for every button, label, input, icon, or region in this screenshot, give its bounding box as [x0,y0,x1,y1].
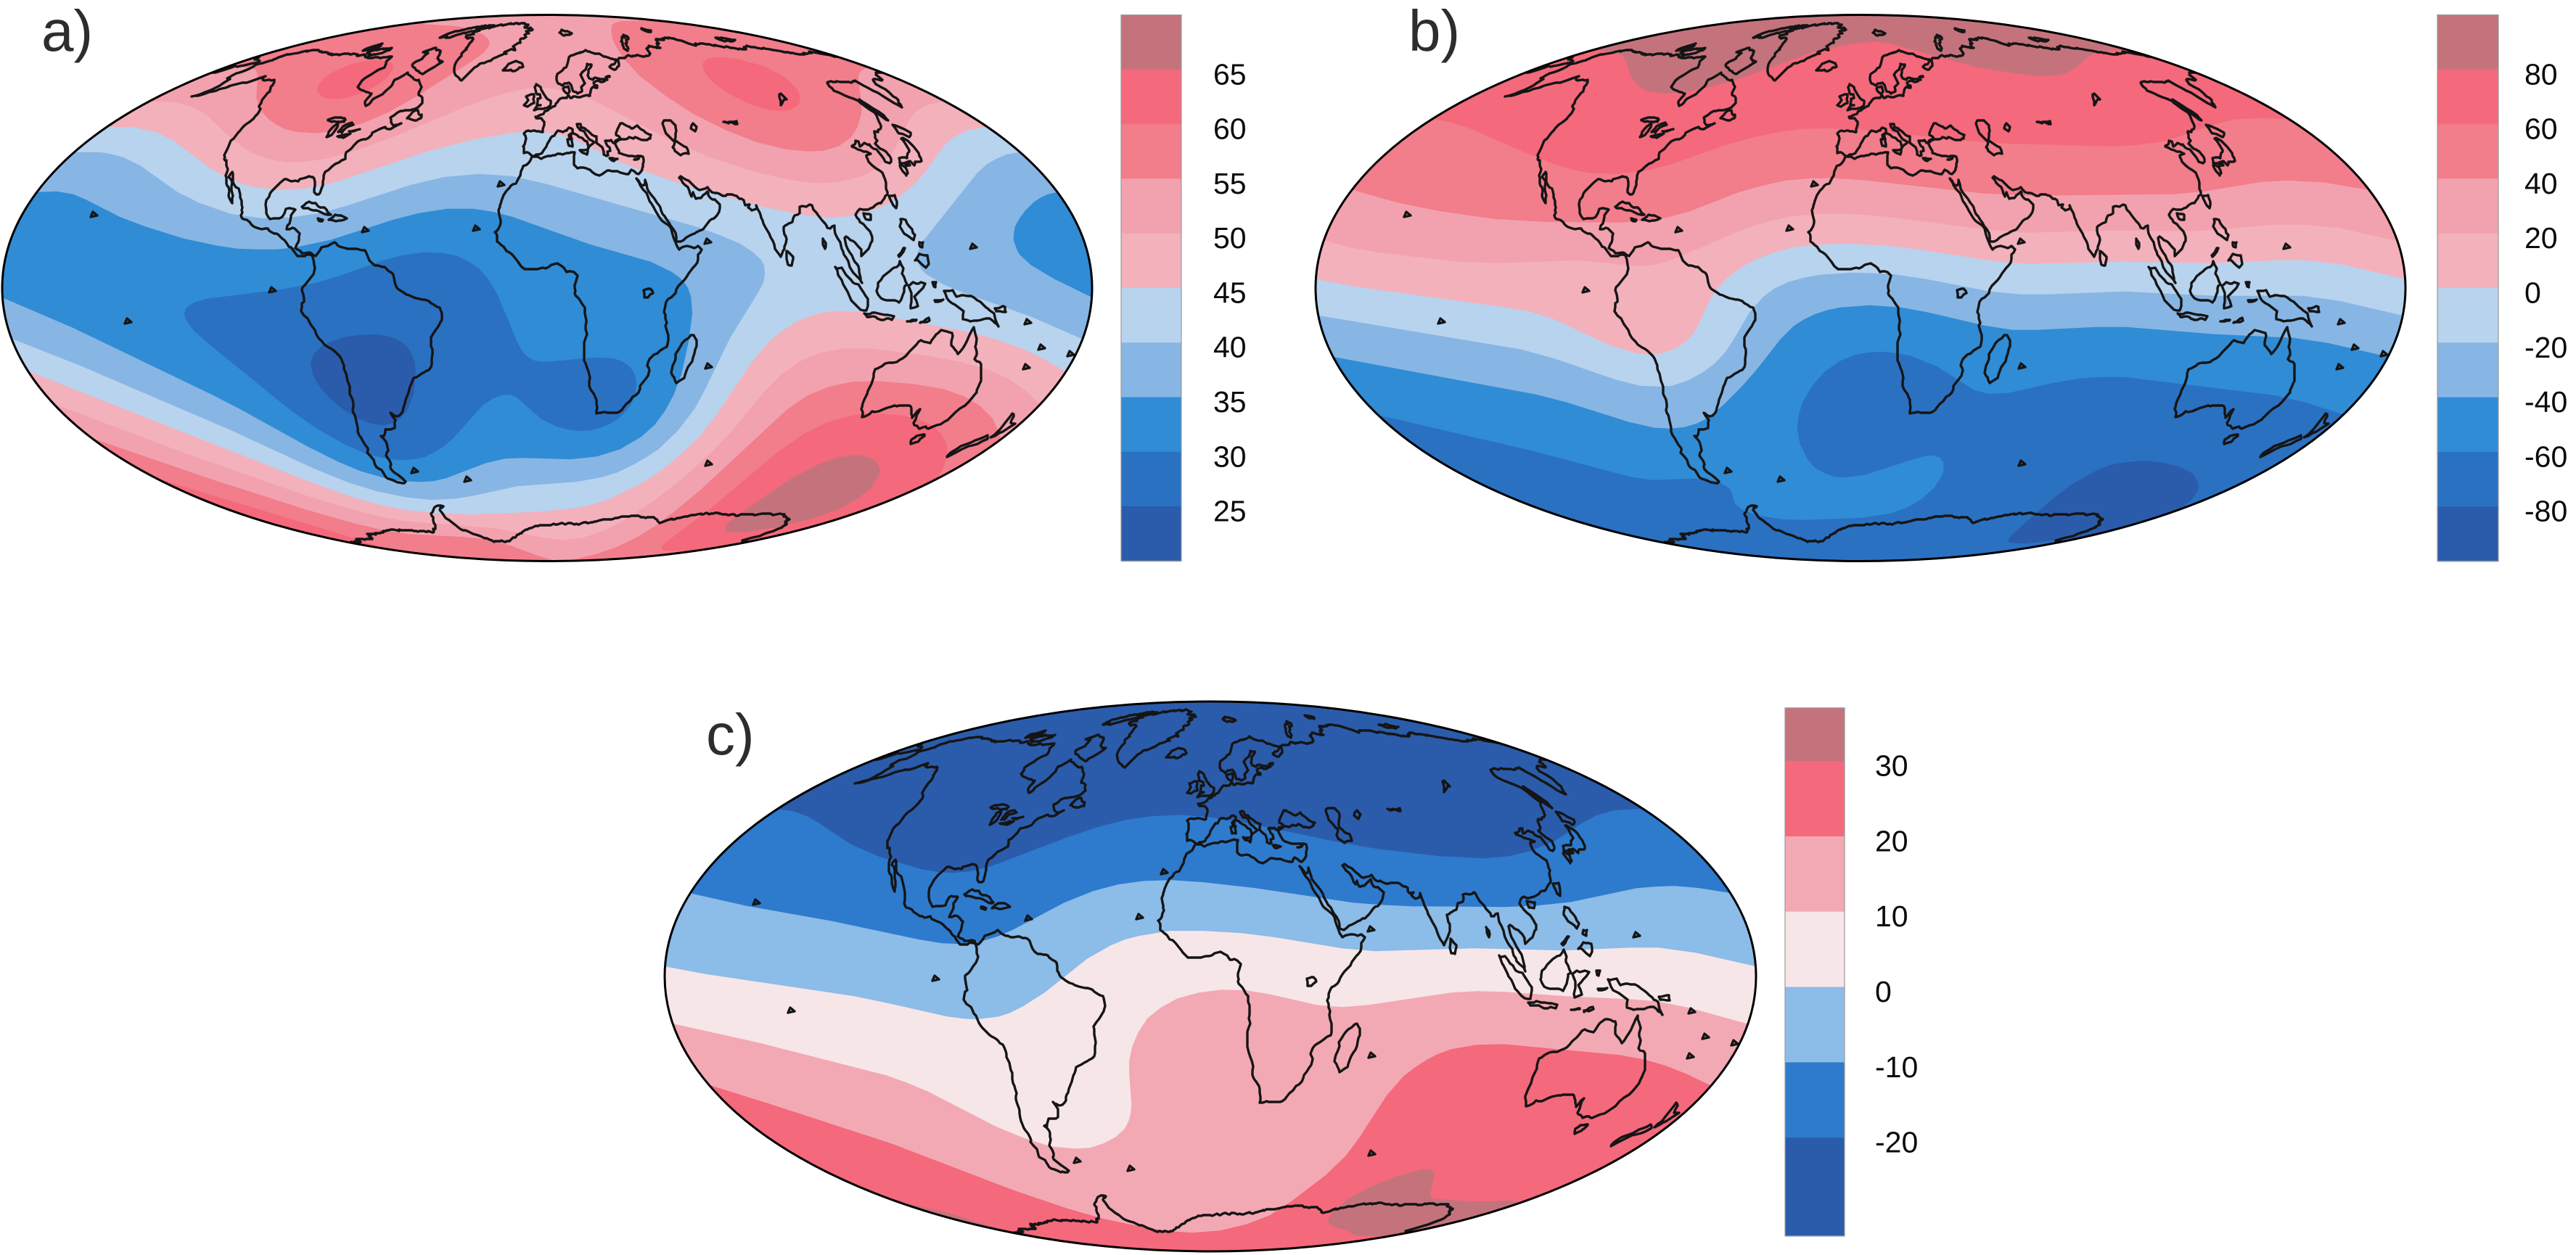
svg-text:-60: -60 [2524,440,2567,473]
svg-text:20: 20 [1875,824,1908,857]
svg-text:0: 0 [2524,276,2541,310]
svg-text:45: 45 [1213,276,1247,309]
svg-text:-40: -40 [2524,385,2567,419]
svg-text:35: 35 [1213,385,1247,419]
svg-text:25: 25 [1213,495,1247,528]
svg-text:a): a) [41,0,93,63]
svg-text:40: 40 [1213,331,1247,364]
svg-text:60: 60 [2524,112,2558,146]
svg-text:-10: -10 [1875,1050,1918,1084]
svg-text:50: 50 [1213,221,1247,255]
svg-text:30: 30 [1213,440,1247,473]
svg-text:c): c) [706,702,755,767]
svg-text:80: 80 [2524,57,2558,91]
svg-text:20: 20 [2524,221,2558,255]
svg-text:-80: -80 [2524,495,2567,528]
svg-text:65: 65 [1213,57,1247,91]
svg-text:30: 30 [1875,749,1908,783]
svg-text:55: 55 [1213,167,1247,200]
svg-text:0: 0 [1875,975,1892,1008]
svg-text:b): b) [1408,0,1460,63]
svg-text:10: 10 [1875,900,1908,933]
svg-text:-20: -20 [2524,331,2567,364]
svg-text:40: 40 [2524,167,2558,200]
svg-text:-20: -20 [1875,1126,1918,1159]
svg-text:60: 60 [1213,112,1247,146]
